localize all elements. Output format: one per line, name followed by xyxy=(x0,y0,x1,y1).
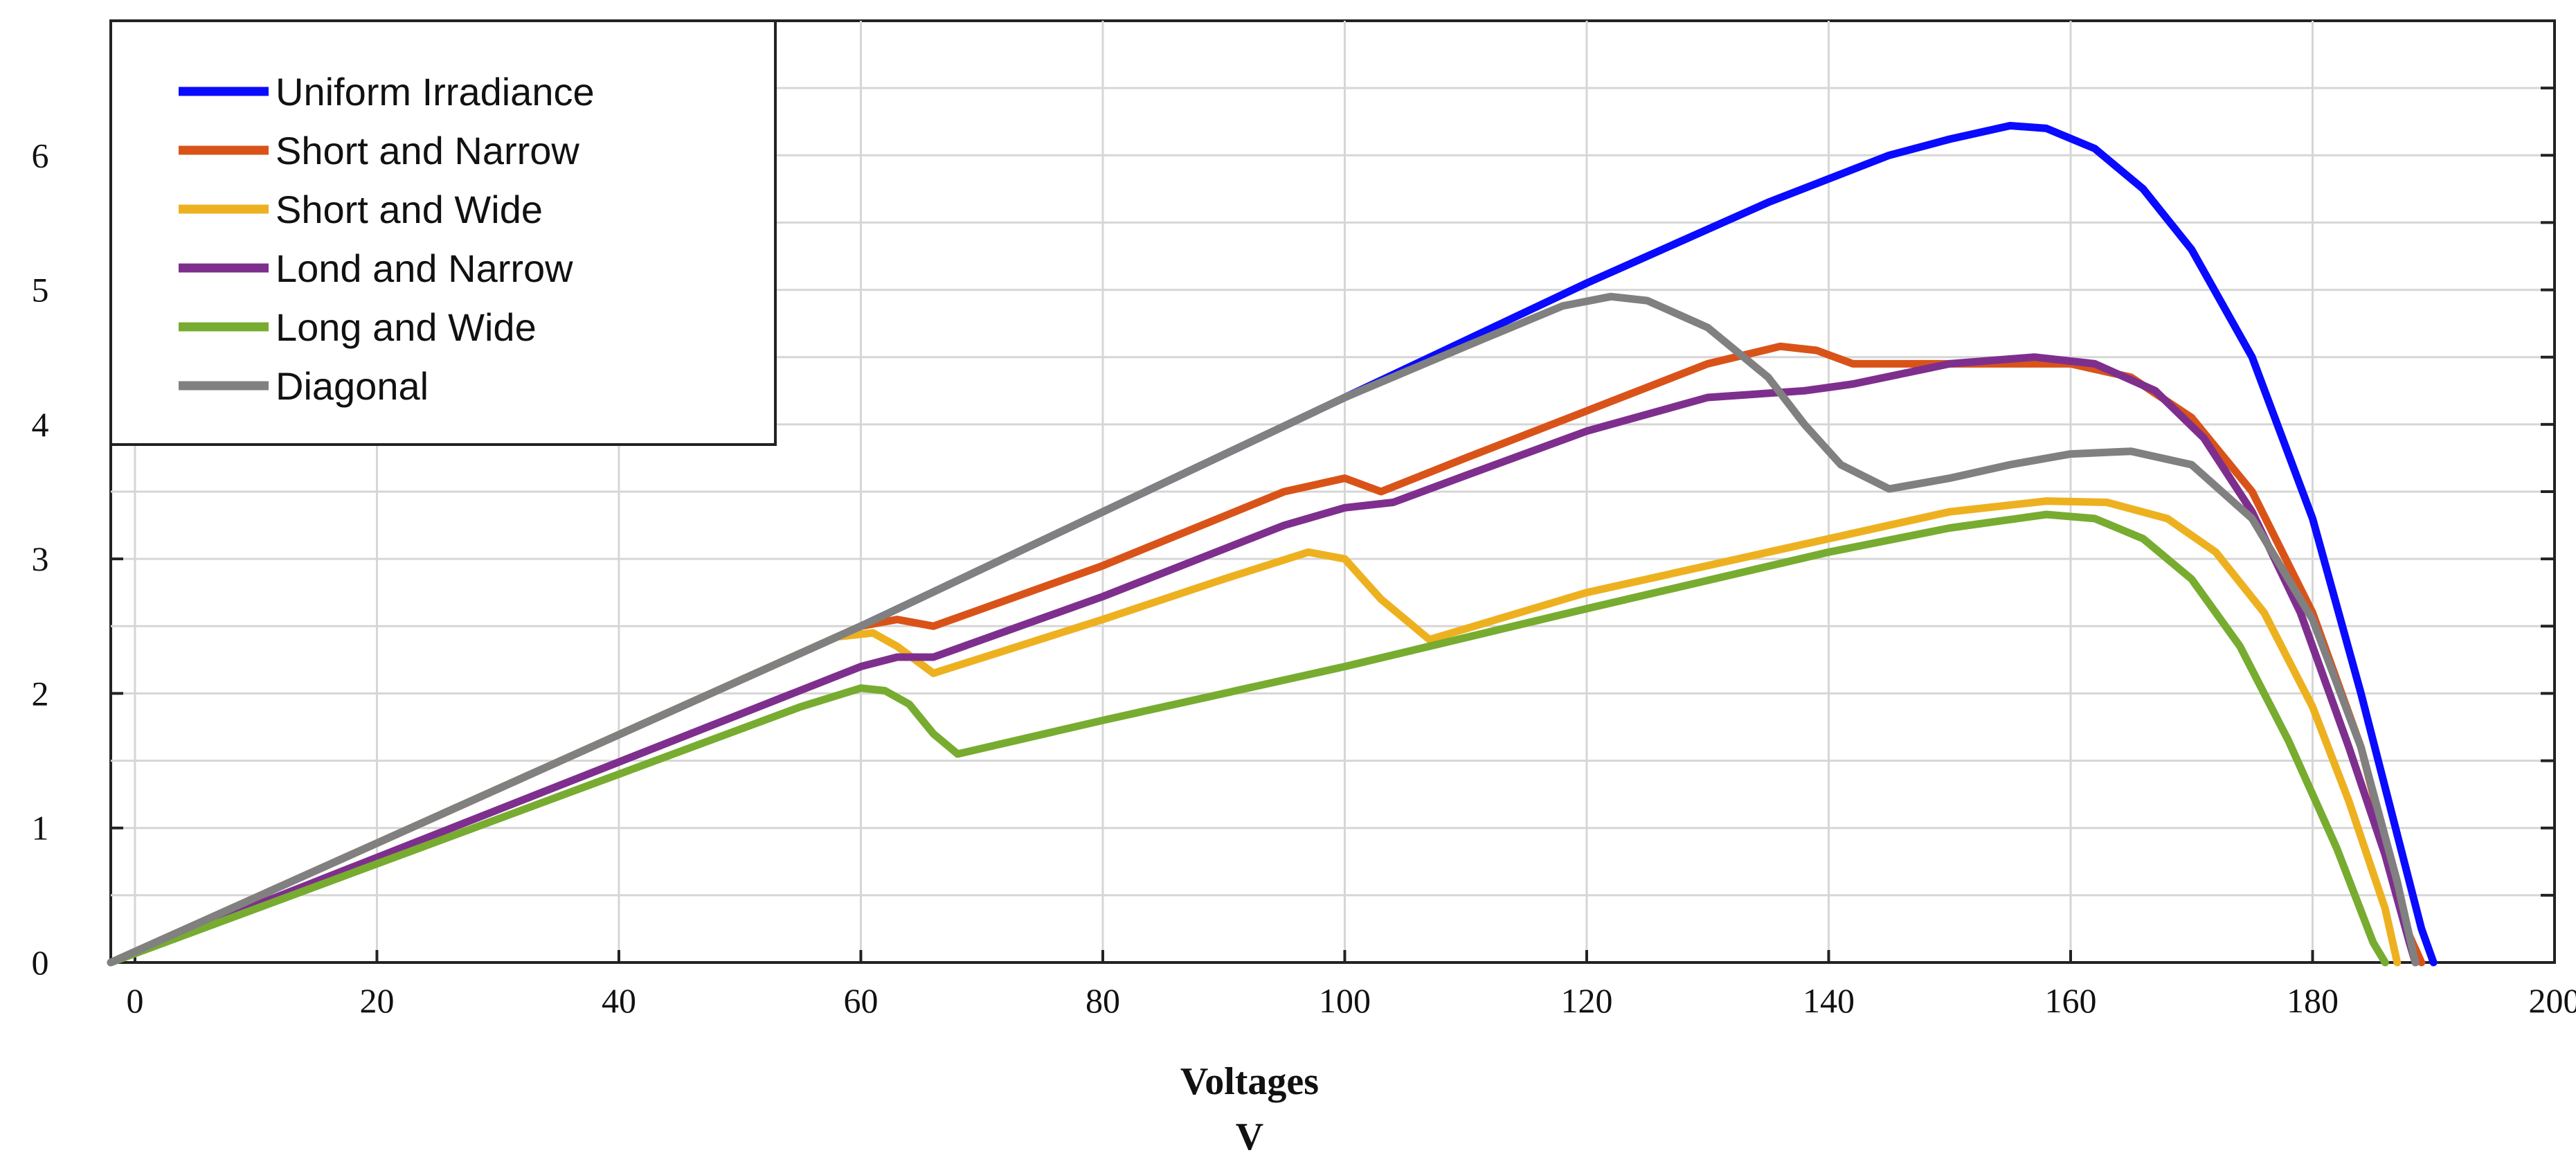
x-tick-label: 100 xyxy=(1319,981,1371,1020)
x-tick-label: 60 xyxy=(843,981,878,1020)
x-tick-label: 20 xyxy=(359,981,394,1020)
legend-label: Lond and Narrow xyxy=(276,247,573,290)
x-tick-label: 40 xyxy=(602,981,636,1020)
x-axis-unit: V xyxy=(1236,1116,1263,1158)
x-tick-label: 160 xyxy=(2044,981,2096,1020)
y-tick-label: 6 xyxy=(32,136,49,174)
series-line xyxy=(107,497,2402,967)
y-tick-label: 0 xyxy=(32,943,49,982)
series-layer xyxy=(107,122,2438,967)
y-tick-label: 5 xyxy=(32,271,49,310)
legend-label: Short and Wide xyxy=(276,188,543,231)
x-axis-title: Voltages xyxy=(1180,1060,1319,1103)
series-line xyxy=(107,510,2389,967)
x-tick-label: 200 xyxy=(2529,981,2576,1020)
legend-label: Uniform Irradiance xyxy=(276,70,595,114)
y-tick-label: 1 xyxy=(32,809,49,848)
y-tick-label: 4 xyxy=(32,405,49,444)
y-tick-label: 2 xyxy=(32,674,49,713)
legend-label: Diagonal xyxy=(276,364,429,408)
x-tick-label: 120 xyxy=(1560,981,1612,1020)
tick-layer: 0 20 40 60 80 100 120 140 160 180 200 0 1 2 3 4 5 6 xyxy=(32,87,2576,1020)
legend: Uniform Irradiance Short and Narrow Short … xyxy=(109,19,777,446)
x-tick-label: 80 xyxy=(1086,981,1120,1020)
x-tick-label: 140 xyxy=(1803,981,1855,1020)
series-line xyxy=(107,122,2438,967)
legend-label: Short and Narrow xyxy=(276,129,579,172)
legend-label: Long and Wide xyxy=(276,305,537,349)
x-tick-label: 180 xyxy=(2287,981,2339,1020)
series-line xyxy=(107,353,2420,967)
series-line xyxy=(107,292,2420,967)
y-tick-label: 3 xyxy=(32,539,49,578)
x-tick-label: 0 xyxy=(126,981,143,1020)
